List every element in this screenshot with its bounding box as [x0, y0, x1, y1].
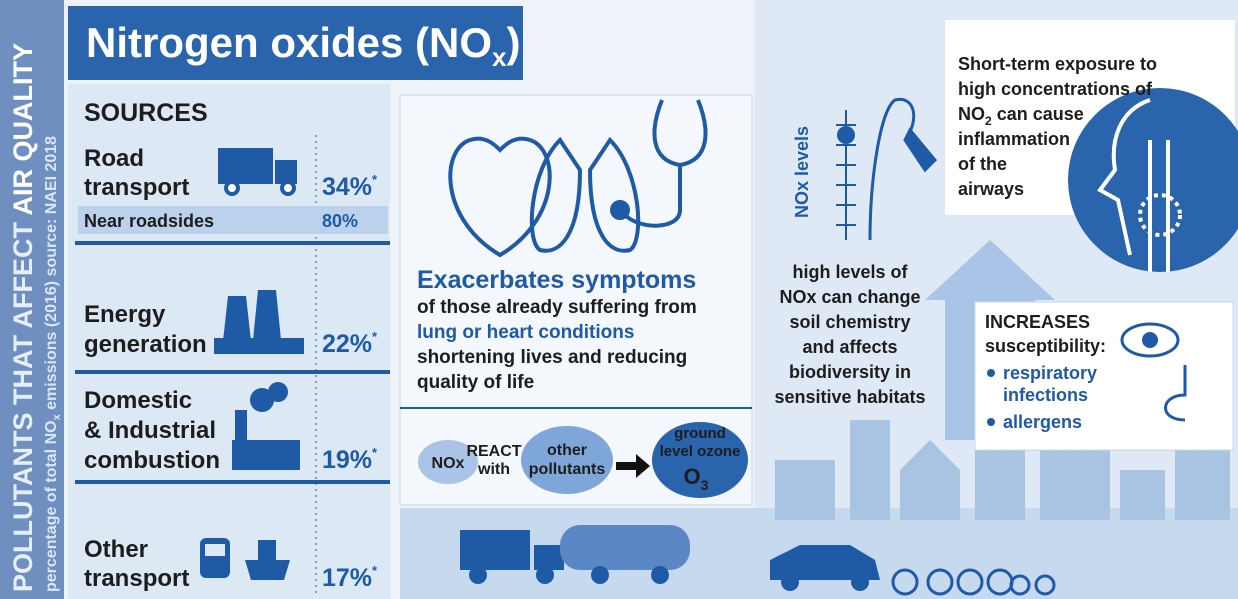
airway-circle [1068, 88, 1238, 272]
environment-line: NOx can change [779, 287, 920, 307]
no2-text: NO [958, 104, 985, 124]
health-heading: Exacerbates symptoms [417, 266, 696, 294]
source-label: transport [84, 565, 189, 592]
environment-line: sensitive habitats [774, 387, 925, 407]
side-title-text: POLLUTANTS THAT AFFECT [8, 216, 38, 592]
heart-lungs-icon [448, 99, 708, 258]
environment-line: soil chemistry [789, 312, 910, 332]
o3-text: O [684, 464, 701, 489]
side-strip [0, 0, 64, 599]
susceptibility-sub: susceptibility: [985, 336, 1106, 356]
value-text: 34% [322, 173, 372, 201]
value-text: 19% [322, 446, 372, 474]
eye-icon [1120, 322, 1180, 358]
health-line: lung or heart conditions [417, 322, 634, 343]
sources-heading: SOURCES [84, 99, 208, 127]
source-label: & Industrial [84, 417, 216, 444]
exposure-line: Short-term exposure to [958, 54, 1157, 74]
arrow [616, 454, 650, 478]
source-note: percentage of total NOx emissions (2016)… [43, 136, 63, 592]
reaction-o3: O3 [684, 464, 709, 493]
power-plant-icon [214, 290, 304, 354]
source-value: 19%* [322, 445, 378, 474]
source-label: Road [84, 145, 144, 172]
susceptibility-item: allergens [1003, 412, 1082, 432]
exposure-line: inflammation [958, 129, 1070, 149]
health-line: of those already suffering from [417, 297, 697, 318]
reaction-react: with [477, 461, 510, 478]
susceptibility-box [974, 301, 1234, 451]
environment-line: and affects [802, 337, 897, 357]
exposure-no2: NO2 can cause [958, 104, 1084, 128]
value-mark: * [372, 329, 378, 344]
scale [836, 110, 856, 240]
source-label: Other [84, 536, 148, 563]
health-line: shortening lives and reducing [417, 347, 687, 368]
reaction-other: pollutants [529, 461, 606, 478]
detail-value: 80% [322, 211, 358, 231]
detail-label: Near roadsides [84, 211, 214, 231]
source-label: Energy [84, 301, 166, 328]
value-mark: * [372, 563, 378, 578]
airway-icon [1097, 98, 1182, 272]
ozone-cloud [652, 422, 748, 498]
source-value: 22%* [322, 329, 378, 358]
value-mark: * [372, 172, 378, 187]
environment-line: biodiversity in [789, 362, 911, 382]
exposure-line: airways [958, 179, 1024, 199]
side-title: POLLUTANTS THAT AFFECT AIR QUALITY [8, 43, 38, 592]
reaction-nox: NOx [432, 455, 465, 472]
bullet [987, 369, 995, 377]
header-title: Nitrogen oxides (NOx) [86, 19, 521, 72]
value-mark: * [372, 445, 378, 460]
source-value: 34%* [322, 172, 378, 201]
source-label: combustion [84, 447, 220, 474]
pollutant-cloud [521, 426, 613, 494]
value-text: 22% [322, 330, 372, 358]
source-label: transport [84, 174, 189, 201]
source-label: Domestic [84, 387, 192, 414]
vehicles [460, 525, 880, 591]
source-label: generation [84, 331, 207, 358]
susceptibility-item: infections [1003, 385, 1088, 405]
source-sub: x [51, 413, 63, 420]
environment-line: high levels of [792, 262, 908, 282]
header-sub: x [492, 42, 507, 72]
reaction-ozone: level ozone [660, 443, 741, 460]
o3-sub: 3 [701, 477, 709, 493]
detail-bar [78, 206, 388, 234]
nox-cloud [418, 440, 478, 484]
factory-icon [232, 382, 300, 470]
value-text: 17% [322, 564, 372, 592]
header-bar [68, 6, 523, 80]
no2-sub: 2 [985, 114, 992, 128]
no2-post: can cause [992, 104, 1084, 124]
cyclists [891, 568, 1056, 596]
reaction-react: REACT [466, 443, 521, 460]
susceptibility-item: respiratory [1003, 363, 1097, 383]
reaction-other: other [547, 442, 587, 459]
train-ship-icon [200, 538, 290, 580]
source-pre: percentage of total NO [43, 420, 60, 592]
susceptibility-heading: INCREASES [985, 312, 1090, 332]
reaction-ozone: ground [674, 425, 726, 442]
exposure-line: of the [958, 154, 1007, 174]
side-title-strong: AIR QUALITY [8, 43, 38, 216]
header-close: ) [507, 19, 521, 66]
header-title-text: Nitrogen oxides (NO [86, 19, 492, 66]
source-post: emissions (2016) source: NAEI 2018 [43, 136, 60, 414]
exposure-line: high concentrations of [958, 79, 1153, 99]
health-line: quality of life [417, 372, 534, 393]
source-value: 17%* [322, 563, 378, 592]
bullet [987, 418, 995, 426]
plant-icon [868, 97, 938, 241]
scale-label: NOx levels [792, 126, 812, 218]
truck-icon [218, 148, 297, 196]
nose-icon [1164, 365, 1187, 422]
